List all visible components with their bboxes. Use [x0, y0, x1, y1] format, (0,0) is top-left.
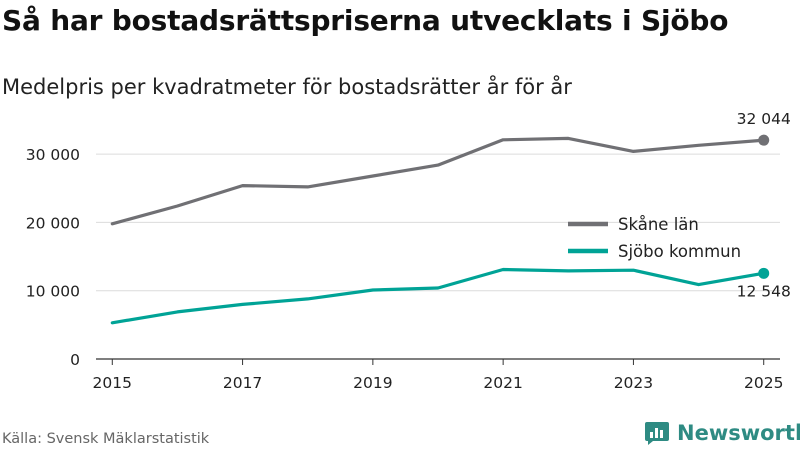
legend-label: Skåne län [618, 215, 699, 234]
brand-logo: Newsworthy [644, 420, 800, 446]
data-label: 32 044 [737, 110, 791, 128]
brand-name: Newsworthy [677, 421, 800, 445]
legend-label: Sjöbo kommun [618, 242, 741, 261]
series-line-sj-bo-kommun [110, 267, 766, 325]
newsworthy-logo-icon [645, 422, 669, 445]
y-tick-label: 0 [70, 351, 80, 369]
x-tick-label: 2021 [483, 374, 522, 392]
series-line-sk-ne-l-n [110, 136, 766, 226]
data-label: 12 548 [737, 282, 791, 300]
series-end-point [758, 267, 770, 279]
x-tick-label: 2025 [744, 374, 783, 392]
y-tick-label: 30 000 [26, 146, 80, 164]
x-tick-label: 2017 [223, 374, 262, 392]
chart-subtitle: Medelpris per kvadratmeter för bostadsrä… [2, 75, 572, 99]
x-tick-label: 2023 [614, 374, 653, 392]
series-end-point [758, 134, 770, 146]
y-tick-label: 10 000 [26, 283, 80, 301]
chart-title: Så har bostadsrättspriserna utvecklats i… [2, 4, 729, 37]
y-tick-label: 20 000 [26, 214, 80, 232]
x-tick-label: 2015 [93, 374, 132, 392]
source-note: Källa: Svensk Mäklarstatistik [2, 431, 210, 447]
x-tick-label: 2019 [353, 374, 392, 392]
